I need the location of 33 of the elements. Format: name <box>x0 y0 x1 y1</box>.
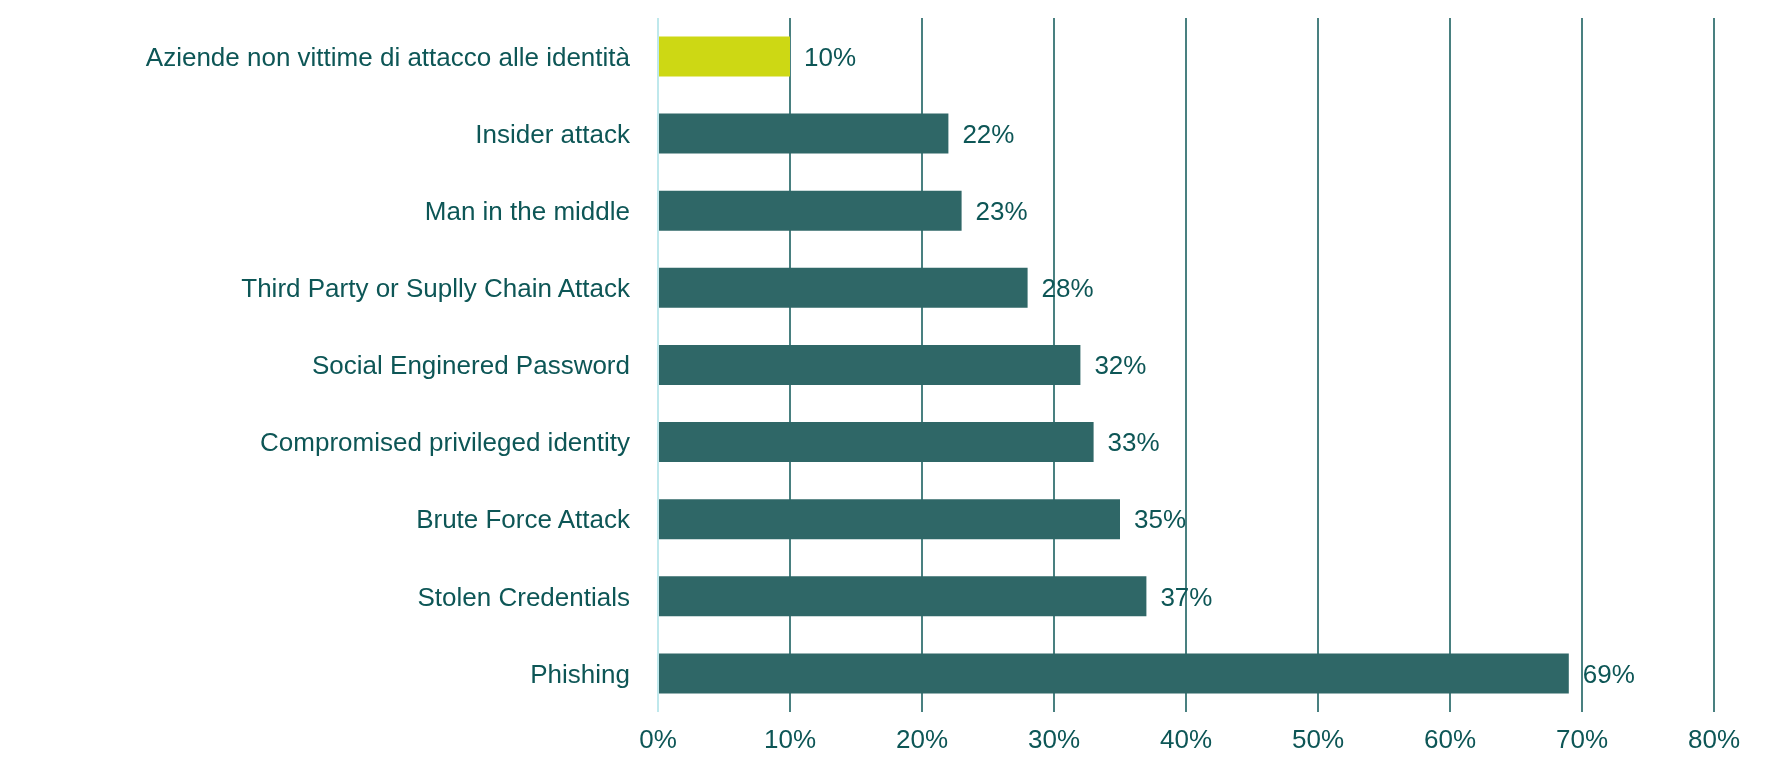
bar <box>658 499 1120 540</box>
bar <box>658 653 1569 694</box>
y-tick-label: Insider attack <box>475 118 631 149</box>
x-tick-label: 10% <box>763 724 817 755</box>
y-tick-label: Aziende non vittime di attacco alle identità <box>145 41 631 72</box>
x-tick-label: 80% <box>1687 724 1741 755</box>
y-tick-label: Phishing <box>530 658 630 689</box>
y-tick-label: Social Enginered Password <box>312 350 630 381</box>
bar <box>658 422 1094 463</box>
y-tick-label: Compromised privileged identity <box>260 427 630 458</box>
x-tick-label: 0% <box>639 724 677 755</box>
bar <box>658 267 1028 308</box>
data-label: 33% <box>1107 427 1160 458</box>
y-tick-label: Stolen Credentials <box>417 581 630 612</box>
data-label: 32% <box>1094 350 1147 381</box>
x-tick-label: 30% <box>1027 724 1081 755</box>
y-tick-label: Third Party or Suplly Chain Attack <box>241 273 631 304</box>
y-tick-label: Man in the middle <box>424 196 630 227</box>
x-tick-label: 50% <box>1291 724 1345 755</box>
bar <box>658 344 1081 385</box>
data-label: 22% <box>962 118 1015 149</box>
bar <box>658 36 790 77</box>
bar <box>658 190 962 231</box>
x-tick-label: 60% <box>1423 724 1477 755</box>
x-tick-label: 20% <box>895 724 949 755</box>
x-tick-label: 40% <box>1159 724 1213 755</box>
data-label: 10% <box>804 41 857 72</box>
bar <box>658 113 949 154</box>
data-label: 69% <box>1582 658 1635 689</box>
bar <box>658 576 1147 617</box>
x-tick-label: 70% <box>1555 724 1609 755</box>
y-tick-label: Brute Force Attack <box>416 504 631 535</box>
data-label: 23% <box>975 195 1028 226</box>
